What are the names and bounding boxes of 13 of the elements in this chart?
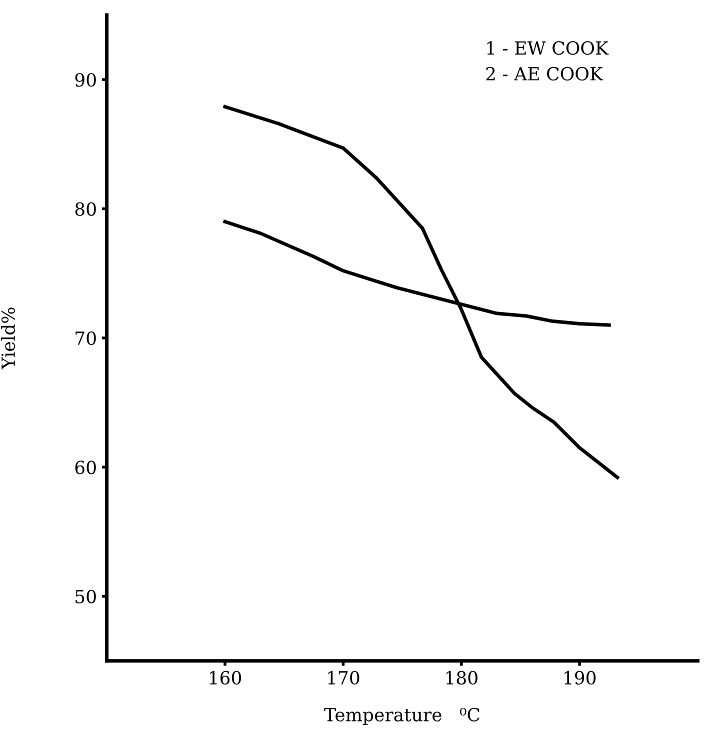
y-tick-label: 80 (75, 202, 96, 216)
line-series (223, 104, 620, 480)
annotation: 1 - EW COOK 2 - AE COOK (486, 41, 609, 81)
x-tick-label: 180 (446, 670, 478, 685)
y-tick-label: 90 (75, 73, 96, 87)
x-axis-title: Temperature ⁰C (324, 708, 480, 725)
y-tick-label: 60 (75, 460, 96, 474)
y-tick-label: 70 (76, 331, 96, 346)
y-axis-title: Yield% (1, 308, 16, 370)
x-tick-label: 160 (210, 670, 242, 685)
x-tick-label: 170 (328, 670, 360, 685)
y-tick-label: 50 (76, 590, 96, 604)
x-tick-label: 190 (564, 670, 596, 685)
